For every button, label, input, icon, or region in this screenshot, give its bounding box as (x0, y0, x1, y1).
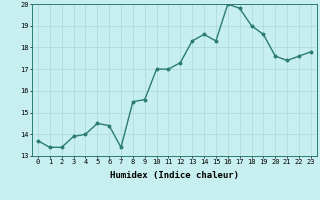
X-axis label: Humidex (Indice chaleur): Humidex (Indice chaleur) (110, 171, 239, 180)
